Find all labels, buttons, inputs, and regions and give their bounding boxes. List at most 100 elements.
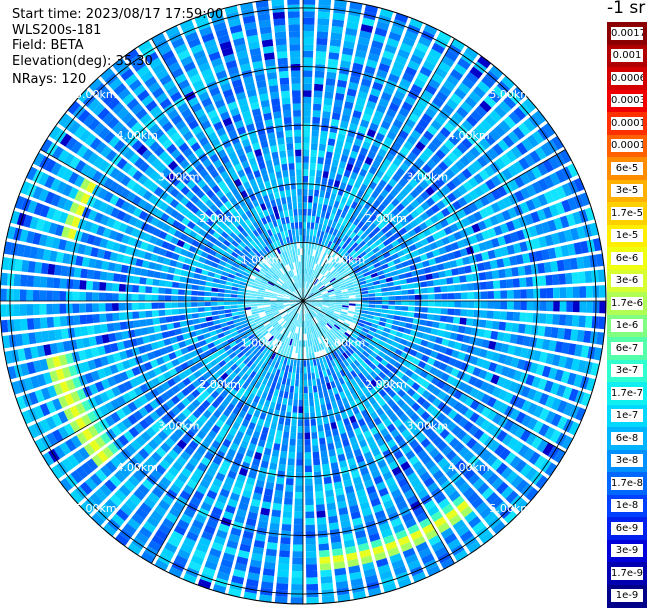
range-gate-cell [286, 478, 294, 485]
range-gate-cell [303, 0, 315, 5]
range-gate-cell [166, 274, 173, 281]
range-gate-cell [310, 360, 313, 367]
range-gate-cell [293, 551, 303, 558]
range-gate-cell [224, 306, 231, 310]
range-gate-cell [282, 438, 289, 445]
range-gate-cell [285, 365, 289, 372]
range-gate-cell [333, 106, 342, 114]
range-gate-cell [330, 166, 337, 174]
range-gate-cell [303, 229, 306, 236]
range-gate-cell [320, 398, 325, 405]
range-gate-cell [303, 77, 312, 84]
range-gate-cell [288, 452, 295, 459]
range-gate-cell [211, 288, 218, 292]
range-gate-cell [426, 321, 433, 327]
range-gate-cell [303, 222, 306, 229]
range-gate-cell [206, 316, 213, 321]
range-gate-cell [303, 340, 305, 347]
range-gate-cell [408, 301, 415, 306]
range-gate-cell [448, 301, 455, 307]
range-gate-cell [286, 472, 294, 479]
range-gate-cell [291, 426, 297, 433]
range-gate-cell [407, 283, 414, 288]
range-gate-cell [330, 422, 337, 430]
range-gate-cell [153, 318, 160, 325]
range-gate-cell [404, 328, 412, 334]
range-gate-cell [238, 288, 245, 292]
range-gate-cell [152, 303, 159, 309]
range-gate-cell [317, 157, 324, 164]
range-gate-cell [312, 117, 320, 124]
range-gate-cell [527, 289, 534, 298]
range-gate-cell [315, 177, 321, 184]
range-gate-cell [336, 299, 343, 301]
range-gate-cell [319, 371, 324, 378]
range-gate-cell [296, 367, 299, 374]
range-gate-cell [473, 282, 480, 290]
range-gate-cell [315, 372, 319, 379]
range-gate-cell [441, 308, 448, 314]
range-gate-cell [314, 77, 323, 84]
range-gate-cell [438, 271, 446, 278]
range-gate-cell [231, 305, 238, 308]
range-gate-cell [323, 104, 332, 112]
range-gate-cell [533, 301, 540, 311]
range-gate-cell [405, 272, 412, 278]
range-gate-cell [191, 296, 198, 301]
range-gate-cell [324, 198, 330, 205]
range-gate-cell [328, 52, 339, 60]
range-gate-cell [86, 303, 93, 312]
range-gate-cell [285, 385, 290, 392]
range-gate-cell [198, 297, 205, 301]
range-gate-cell [93, 281, 100, 290]
range-gate-cell [375, 309, 382, 313]
range-gate-cell [270, 298, 277, 300]
range-gate-cell [317, 365, 321, 372]
range-gate-cell [298, 426, 303, 433]
range-gate-cell [226, 317, 233, 322]
range-gate-cell [331, 542, 342, 550]
range-gate-cell [499, 322, 507, 331]
range-gate-cell [558, 273, 565, 284]
range-gate-cell [331, 207, 337, 215]
range-gate-cell [291, 379, 295, 386]
range-gate-cell [160, 273, 168, 280]
range-gate-cell [270, 523, 280, 531]
range-gate-cell [287, 372, 291, 379]
range-gate-cell [192, 279, 199, 285]
range-gate-cell [79, 292, 86, 301]
range-gate-cell [421, 294, 428, 299]
range-gate-cell [307, 215, 311, 222]
range-gate-cell [121, 331, 129, 340]
range-gate-cell [313, 386, 317, 393]
range-gate-cell [112, 293, 119, 301]
range-gate-cell [119, 303, 126, 311]
range-gate-cell [134, 329, 142, 337]
range-gate-cell [303, 215, 306, 222]
range-gate-cell [305, 334, 307, 341]
range-gate-cell [138, 294, 145, 301]
range-gate-cell [178, 296, 185, 301]
range-gate-cell [524, 265, 532, 275]
range-gate-cell [439, 323, 447, 330]
range-gate-cell [507, 290, 514, 299]
range-gate-cell [282, 517, 291, 524]
range-gate-cell [578, 271, 586, 283]
range-gate-cell [20, 304, 27, 316]
range-gate-cell [333, 435, 340, 443]
range-gate-cell [547, 301, 554, 311]
range-gate-cell [204, 297, 211, 301]
range-gate-cell [108, 262, 116, 271]
range-gate-cell [269, 429, 276, 437]
range-gate-cell [209, 331, 217, 337]
range-gate-cell [305, 439, 311, 446]
range-gate-cell [205, 287, 212, 292]
range-gate-cell [319, 217, 324, 224]
range-gate-cell [303, 334, 305, 341]
range-gate-cell [519, 278, 526, 288]
range-gate-cell [66, 304, 73, 314]
range-gate-cell [203, 264, 211, 270]
range-gate-cell [299, 400, 303, 407]
range-gate-cell [119, 293, 126, 301]
range-gate-cell [305, 479, 313, 486]
